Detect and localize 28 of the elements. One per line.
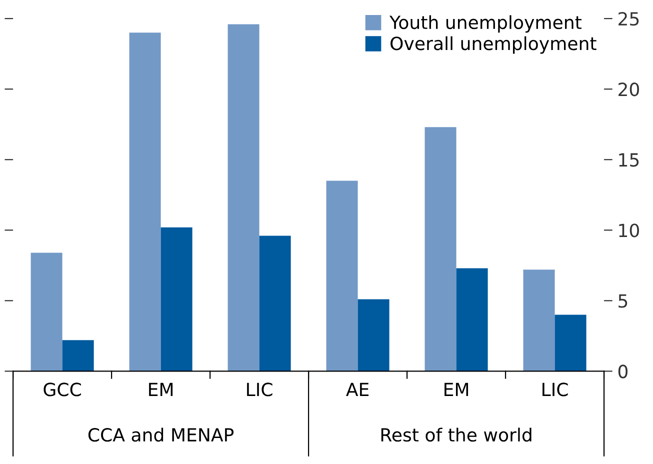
bar (129, 32, 161, 372)
x-tick-label: LIC (542, 382, 568, 396)
bar (62, 340, 94, 372)
bar (554, 314, 586, 372)
y-tick-label: 10 (619, 224, 639, 238)
x-tick-label: GCC (44, 382, 81, 396)
bar (326, 180, 358, 372)
y-tick-label: 5 (618, 294, 628, 308)
bar (456, 268, 488, 372)
bar (523, 270, 555, 372)
y-tick-label: 25 (618, 12, 639, 26)
x-tick-label: EM (444, 382, 468, 396)
bar (259, 236, 291, 372)
legend-label: Youth unemployment (389, 15, 582, 33)
text: Rest of the world (381, 428, 532, 442)
legend-label: Overall unemployment (390, 36, 596, 54)
bar (30, 252, 62, 372)
bar (160, 227, 192, 372)
x-tick-label: EM (149, 382, 173, 396)
text: CCA and MENAP (88, 428, 234, 442)
y-tick-label: 0 (618, 364, 628, 378)
x-tick-label: AE (346, 382, 369, 396)
y-tick-label: 20 (618, 82, 639, 96)
bar (424, 127, 456, 372)
bar (228, 24, 260, 372)
bar (358, 299, 390, 372)
y-tick-label: 15 (619, 153, 639, 167)
x-tick-label: LIC (247, 382, 272, 396)
